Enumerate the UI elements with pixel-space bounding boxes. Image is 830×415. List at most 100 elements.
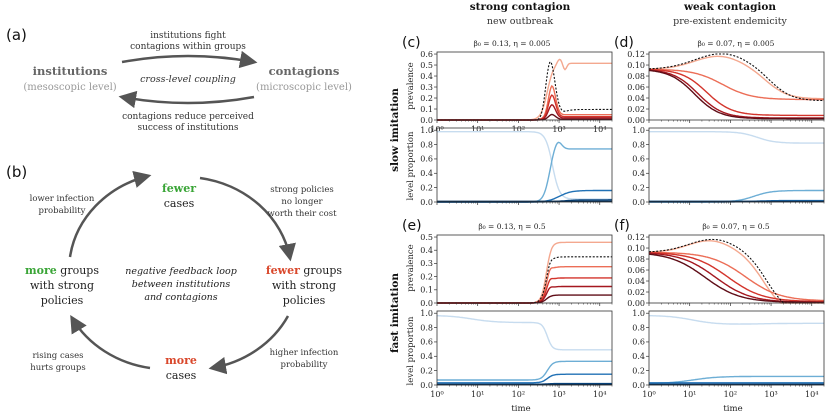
ylabel-e-prev: prevalence [406, 244, 416, 291]
params-c: β₀ = 0.13, η = 0.005 [474, 39, 551, 48]
series-line-dashed [649, 53, 824, 102]
series-line-1 [649, 68, 824, 101]
node-right-line1: fewer groups [266, 264, 343, 277]
bottom-arrow-line2: success of institutions [137, 123, 238, 133]
y-tick-label: 0.00 [627, 299, 645, 308]
node-bottom-key: more [165, 354, 197, 367]
y-tick-label: 0.06 [627, 266, 645, 275]
x-tick-label: 10⁴ [805, 390, 818, 399]
y-tick-label: 0.0 [420, 116, 433, 125]
y-tick-label: 0.06 [627, 83, 645, 92]
x-tick-label: 10¹ [683, 390, 696, 399]
axes-frame [648, 234, 825, 304]
axes-frame [436, 127, 613, 203]
y-tick-label: 0.6 [632, 338, 645, 347]
series-line-0 [649, 131, 824, 144]
x-tick-label: 10³ [764, 390, 777, 399]
series-line-2 [437, 277, 612, 304]
node-right-line3: policies [283, 294, 326, 307]
contagions-sublabel: (microscopic level) [256, 82, 352, 93]
node-bottom-rest: cases [166, 369, 197, 382]
panel-c-letter: (c) [402, 35, 421, 51]
x-tick-label: 10⁴ [593, 125, 606, 134]
y-tick-label: 0.04 [627, 94, 645, 103]
x-tick-label: 10³ [552, 390, 565, 399]
series-line-0 [649, 239, 824, 304]
y-tick-label: 0.0 [420, 381, 433, 390]
series-line-0 [437, 315, 612, 351]
series-line-4 [648, 253, 824, 303]
ylabel-e-level: level proportion [406, 316, 416, 385]
y-tick-label: 0.10 [627, 244, 645, 253]
contagions-label: contagions [269, 64, 340, 78]
y-tick-label: 1.0 [632, 126, 645, 135]
chart-4: 0.0 0.1 0.2 0.3 0.4 0.5 [420, 233, 613, 308]
series-line-2 [437, 94, 612, 121]
center-line1: negative feedback loop [125, 266, 237, 277]
series-line-1 [437, 141, 612, 203]
y-tick-label: 0.1 [420, 105, 433, 114]
panel-a: (a) institutions (mesoscopic level) cont… [6, 26, 352, 133]
annot-bottom-right-1: higher infection [270, 348, 339, 358]
x-tick-label: 10³ [552, 125, 565, 134]
node-left-line1: more groups [25, 264, 99, 277]
center-line2: between institutions [132, 279, 231, 290]
node-left-line2: with strong [30, 279, 94, 292]
axes-frame [436, 310, 613, 386]
institutions-label: institutions [33, 64, 108, 78]
row-top-title: slow imitation [389, 88, 401, 172]
y-tick-label: 0.4 [632, 352, 645, 361]
series-line-1 [649, 251, 824, 302]
series-line-3 [437, 103, 612, 121]
annot-bottom-left-2: hurts groups [30, 363, 85, 373]
params-d: β₀ = 0.07, η = 0.005 [698, 39, 775, 48]
annot-bottom-left-1: rising cases [32, 351, 83, 361]
y-tick-label: 0.1 [420, 286, 433, 295]
chart-1: 0.0 0.2 0.4 0.6 0.8 1.0 [420, 126, 613, 207]
loop-arrow-bottom-right [208, 315, 290, 375]
axes-frame [648, 51, 825, 121]
y-tick-label: 0.8 [420, 323, 433, 332]
y-tick-label: 0.4 [632, 169, 645, 178]
series-line-0 [437, 241, 612, 304]
ylabel-c-prev: prevalence [406, 62, 416, 109]
axes-frame [648, 127, 825, 203]
node-left-line3: policies [41, 294, 84, 307]
panel-d-letter: (d) [614, 35, 634, 51]
y-tick-label: 1.0 [420, 126, 433, 135]
series-line-1 [437, 84, 612, 121]
col-right-subtitle: pre-existent endemicity [673, 16, 787, 27]
x-tick-label: 10¹ [471, 125, 484, 134]
y-tick-label: 0.12 [627, 233, 645, 242]
loop-arrow-bottom-left [70, 314, 151, 370]
top-arrow-line1: institutions fight [150, 31, 226, 41]
y-tick-label: 0.6 [420, 155, 433, 164]
y-tick-label: 0.5 [420, 61, 433, 70]
series-line-0 [437, 131, 612, 200]
y-tick-label: 0.2 [420, 183, 433, 192]
x-tick-label: 10¹ [471, 390, 484, 399]
y-tick-label: 0.6 [420, 338, 433, 347]
axes-frame [436, 51, 613, 121]
series-line-1 [437, 266, 612, 304]
y-tick-label: 0.4 [420, 352, 433, 361]
node-top-key: fewer [162, 182, 196, 195]
y-tick-label: 0.08 [627, 72, 645, 81]
y-tick-label: 0.2 [420, 272, 433, 281]
annot-top-right-3: worth their cost [267, 209, 337, 219]
y-tick-label: 0.12 [627, 50, 645, 59]
axes-frame [648, 310, 825, 386]
bottom-arrow [118, 90, 255, 109]
y-tick-label: 0.2 [632, 183, 645, 192]
xlabel-right: time [723, 404, 742, 414]
annot-top-right-2: no longer [281, 197, 323, 207]
y-tick-label: 0.2 [420, 94, 433, 103]
panel-f-letter: (f) [614, 218, 630, 234]
chart-6: 0.00 0.02 0.04 0.06 0.08 0.10 0.12 [627, 233, 825, 308]
x-tick-label: 10⁴ [593, 390, 606, 399]
panel-b: (b) fewer cases fewer groups with strong… [6, 163, 342, 382]
y-tick-label: 0.04 [627, 277, 645, 286]
node-right-line2: with strong [272, 279, 336, 292]
bottom-arrow-line1: contagions reduce perceived [122, 112, 254, 122]
y-tick-label: 0.02 [627, 105, 645, 114]
